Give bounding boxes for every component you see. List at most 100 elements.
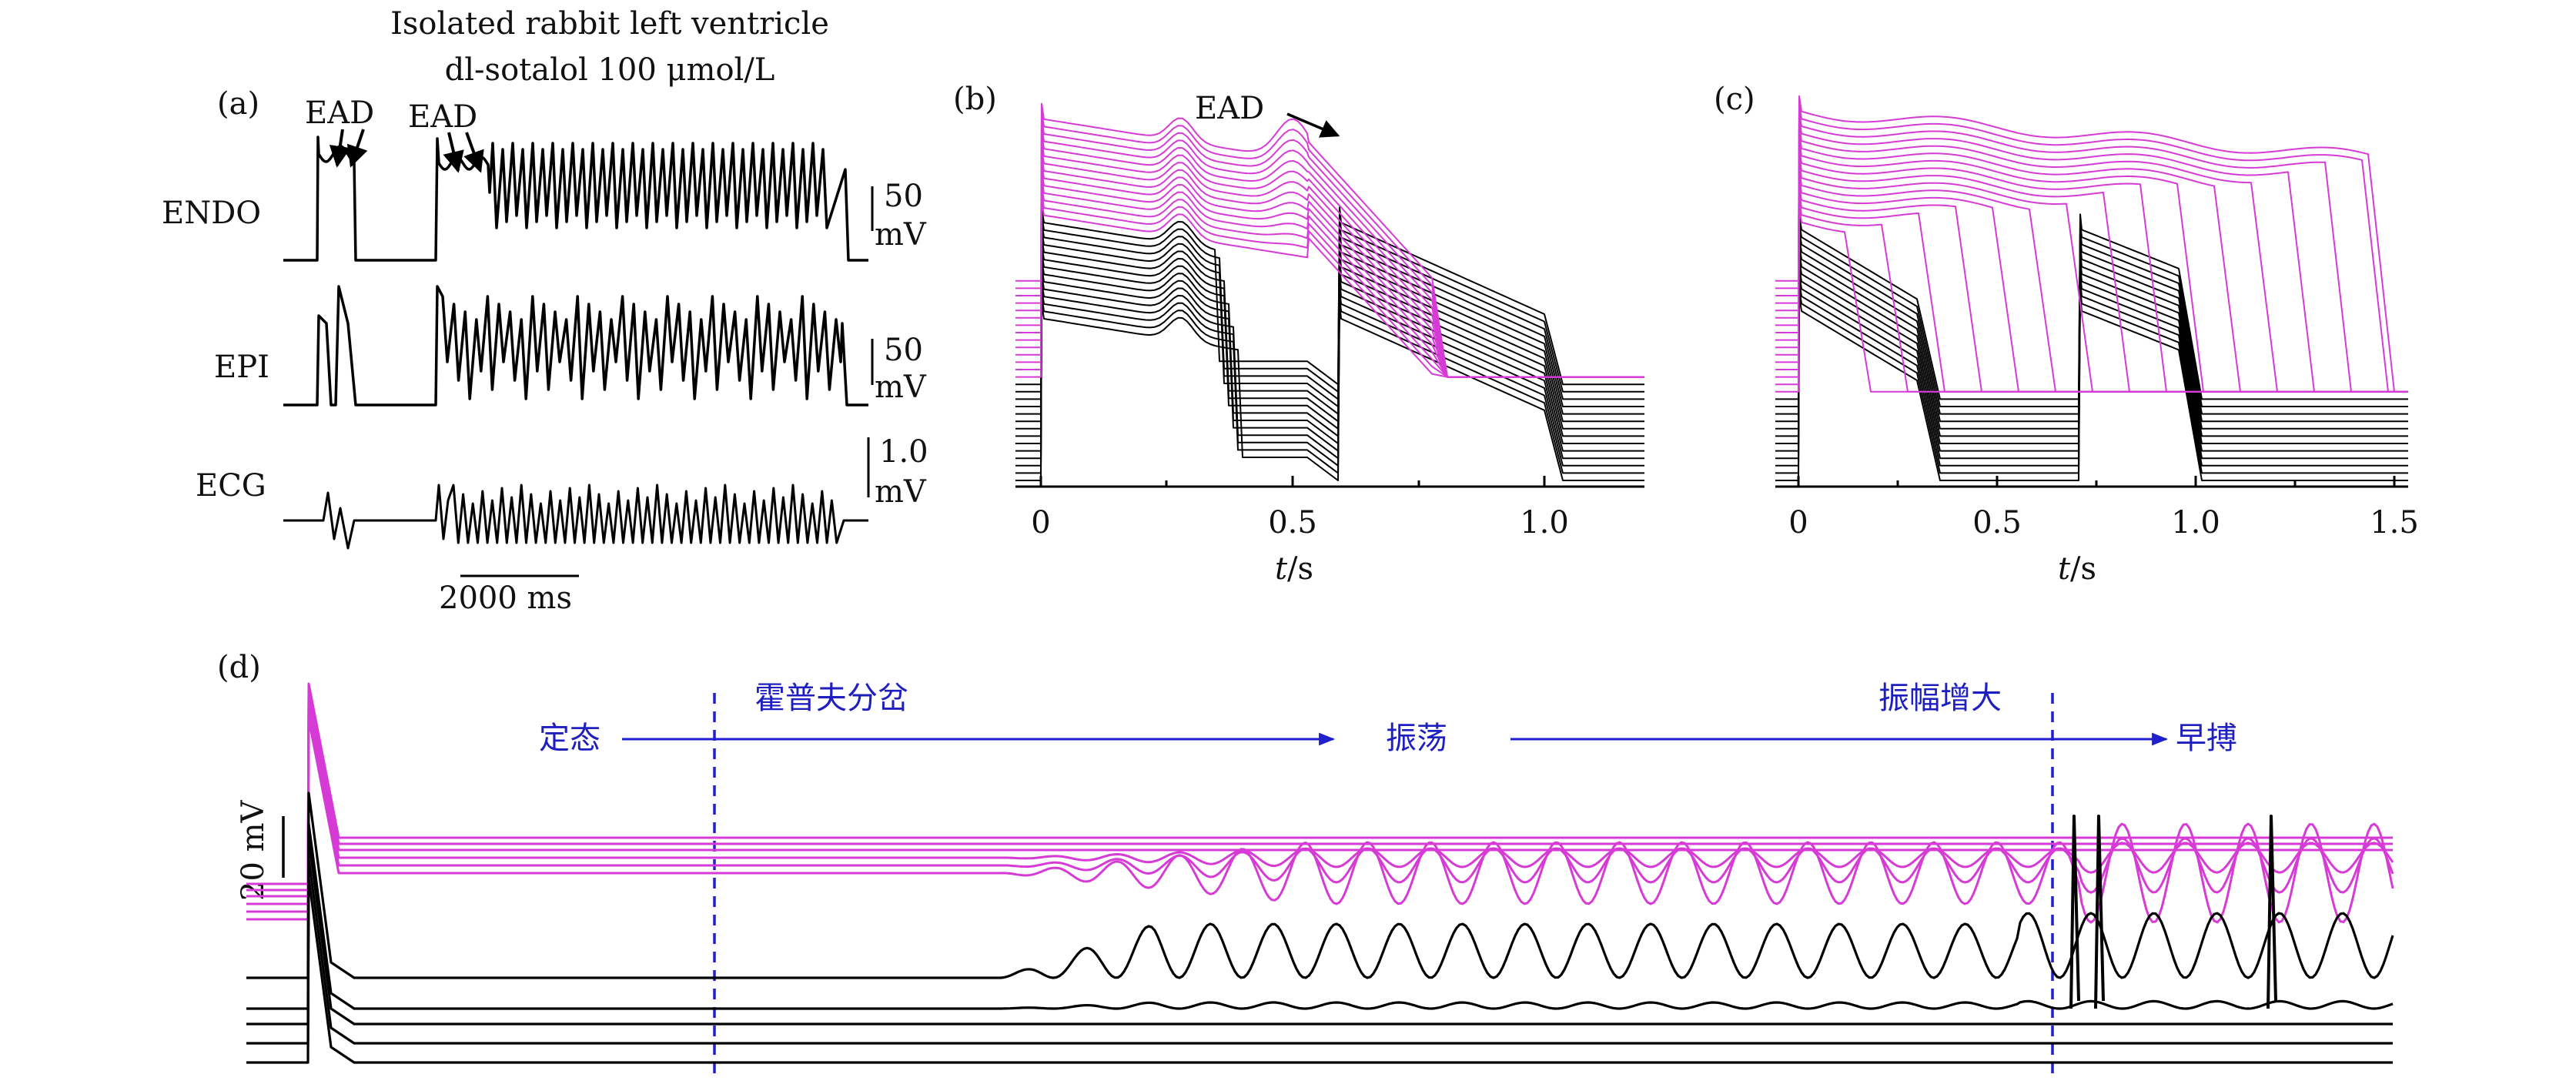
panel-b-trace-26 bbox=[1015, 110, 1644, 378]
panel-b-ead-arrow bbox=[1286, 112, 1340, 138]
panel-c-trace-25 bbox=[1775, 110, 2408, 393]
panel-b-trace-7 bbox=[1015, 250, 1644, 430]
panel-b-trace-21 bbox=[1015, 147, 1644, 378]
panel-b-trace-23 bbox=[1015, 132, 1644, 378]
endo-scale-unit: mV bbox=[875, 217, 927, 253]
panel-a-title-line1: Isolated rabbit left ventricle bbox=[390, 6, 829, 42]
panel-b-trace-8 bbox=[1015, 243, 1644, 423]
panel-c: (c) 0 0.5 1.0 1.5 t/s bbox=[1714, 82, 2419, 587]
panel-b-ticklabel-2: 1.0 bbox=[1520, 505, 1569, 540]
ecg-trace bbox=[283, 484, 868, 550]
panel-b-trace-22 bbox=[1015, 139, 1644, 378]
panel-b-ticklabel-1: 0.5 bbox=[1268, 505, 1317, 540]
panel-c-trace-22 bbox=[1775, 132, 2408, 393]
panel-b-xlabel: t/s bbox=[1275, 551, 1313, 587]
panel-c-trace-3 bbox=[1775, 273, 2408, 460]
panel-b-trace-13 bbox=[1015, 206, 1644, 386]
panel-c-trace-4 bbox=[1775, 265, 2408, 452]
panel-b-xlabel-var: t bbox=[1275, 551, 1288, 587]
panel-c-trace-27 bbox=[1775, 95, 2408, 393]
panel-d-magenta-trace-1 bbox=[246, 688, 2393, 892]
panel-d-premature-spike-0 bbox=[2069, 815, 2080, 1009]
panel-c-trace-12 bbox=[1775, 206, 2408, 393]
panel-b-ticklabel-0: 0 bbox=[1031, 505, 1050, 540]
panel-d-black-trace-1 bbox=[246, 822, 2394, 1010]
endo-trace bbox=[283, 136, 868, 262]
panel-c-trace-1 bbox=[1775, 287, 2408, 474]
panel-d-premature-spike-2 bbox=[2267, 815, 2277, 1009]
trace-name-ecg: ECG bbox=[196, 468, 266, 504]
panel-c-trace-19 bbox=[1775, 154, 2408, 393]
panel-c-ticklabel-0: 0 bbox=[1788, 505, 1808, 540]
panel-c-ticklabel-3: 1.5 bbox=[2370, 505, 2419, 540]
panel-b-trace-3 bbox=[1015, 280, 1644, 460]
panel-d-black-trace-0 bbox=[246, 791, 2394, 979]
panel-d-scale-label: 20 mV bbox=[236, 799, 271, 901]
panel-c-trace-17 bbox=[1775, 169, 2408, 393]
ecg-scale-unit: mV bbox=[875, 474, 927, 510]
panel-c-trace-7 bbox=[1775, 243, 2408, 430]
annot-oscillation: 振荡 bbox=[1386, 721, 1447, 756]
panel-b-trace-4 bbox=[1015, 273, 1644, 452]
panel-d: (d) 定态 霍普夫分岔 振荡 振幅增大 早搏 20 mV bbox=[217, 650, 2394, 1078]
panel-b-trace-12 bbox=[1015, 213, 1644, 393]
panel-c-trace-20 bbox=[1775, 147, 2408, 393]
panel-b-trace-27 bbox=[1015, 102, 1644, 378]
ead-label-endo-1: EAD bbox=[305, 95, 374, 131]
panel-b-trace-20 bbox=[1015, 155, 1644, 378]
panel-d-black-trace-4 bbox=[246, 876, 2393, 1064]
panel-a-title-line2: dl-sotalol 100 μmol/L bbox=[445, 52, 775, 88]
panel-d-premature-spike-1 bbox=[2094, 815, 2105, 1009]
panel-b-trace-5 bbox=[1015, 266, 1644, 444]
panel-c-trace-16 bbox=[1775, 176, 2408, 393]
panel-c-trace-0 bbox=[1775, 295, 2408, 481]
panel-c-trace-2 bbox=[1775, 279, 2408, 467]
panel-b-trace-24 bbox=[1015, 125, 1644, 378]
trace-name-epi: EPI bbox=[214, 350, 269, 385]
panel-c-trace-26 bbox=[1775, 102, 2408, 393]
panel-c-trace-21 bbox=[1775, 139, 2408, 393]
panel-c-trace-9 bbox=[1775, 228, 2408, 415]
panel-d-magenta-trace-5 bbox=[246, 718, 2394, 924]
panel-b-trace-10 bbox=[1015, 229, 1644, 407]
panel-b-trace-11 bbox=[1015, 221, 1644, 400]
epi-trace bbox=[283, 285, 868, 407]
panel-b-trace-16 bbox=[1015, 184, 1644, 378]
panel-d-traces bbox=[246, 682, 2394, 1064]
annot-hopf: 霍普夫分岔 bbox=[754, 681, 908, 716]
panel-d-label: (d) bbox=[217, 650, 261, 685]
panel-d-black-trace-3 bbox=[246, 857, 2393, 1045]
panel-b-ead-label: EAD bbox=[1195, 91, 1264, 126]
epi-scale-value: 50 bbox=[884, 333, 923, 368]
panel-c-trace-18 bbox=[1775, 162, 2408, 393]
panel-c-ticklabel-1: 0.5 bbox=[1972, 505, 2022, 540]
panel-c-trace-5 bbox=[1775, 258, 2408, 444]
trace-name-endo: ENDO bbox=[162, 196, 261, 231]
panel-b: (b) EAD 0 0.5 1.0 t/s bbox=[953, 82, 1644, 587]
panel-b-traces bbox=[1015, 102, 1644, 481]
panel-a-label: (a) bbox=[217, 86, 259, 122]
panel-c-trace-23 bbox=[1775, 125, 2408, 393]
panel-b-trace-18 bbox=[1015, 169, 1644, 378]
annot-premature: 早搏 bbox=[2176, 721, 2237, 756]
panel-d-black-trace-2 bbox=[246, 838, 2393, 1026]
ead-arrow-2a bbox=[443, 132, 464, 173]
panel-b-trace-17 bbox=[1015, 176, 1644, 378]
ead-label-endo-2: EAD bbox=[408, 99, 477, 135]
panel-d-magenta-trace-0 bbox=[246, 682, 2393, 885]
panel-b-trace-0 bbox=[1015, 303, 1644, 481]
panel-c-trace-11 bbox=[1775, 213, 2408, 400]
panel-a: (a) Isolated rabbit left ventricle dl-so… bbox=[162, 6, 928, 616]
ecg-scale-value: 1.0 bbox=[879, 434, 928, 470]
endo-scale-value: 50 bbox=[884, 179, 923, 214]
panel-c-trace-6 bbox=[1775, 250, 2408, 437]
annot-amplitude: 振幅增大 bbox=[1878, 681, 2002, 716]
panel-b-trace-14 bbox=[1015, 199, 1644, 378]
panel-c-traces bbox=[1775, 95, 2408, 481]
ead-arrow-2b bbox=[463, 132, 484, 173]
panel-b-trace-6 bbox=[1015, 258, 1644, 437]
panel-b-trace-2 bbox=[1015, 287, 1644, 467]
panel-c-ticklabel-2: 1.0 bbox=[2171, 505, 2220, 540]
panel-b-trace-19 bbox=[1015, 162, 1644, 378]
